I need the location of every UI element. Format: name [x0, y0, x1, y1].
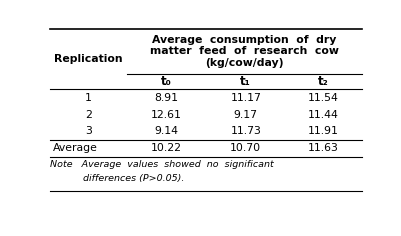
- Text: 3: 3: [85, 126, 91, 136]
- Text: 9.14: 9.14: [154, 126, 178, 136]
- Text: 10.22: 10.22: [150, 143, 181, 153]
- Text: t₂: t₂: [318, 75, 328, 88]
- Text: t₁: t₁: [240, 75, 251, 88]
- Text: 11.73: 11.73: [230, 126, 261, 136]
- Text: 12.61: 12.61: [150, 110, 181, 120]
- Text: 11.44: 11.44: [308, 110, 338, 120]
- Text: 11.17: 11.17: [230, 93, 261, 103]
- Text: Average: Average: [53, 143, 98, 153]
- Text: t₀: t₀: [160, 75, 171, 88]
- Text: Note   Average  values  showed  no  significant: Note Average values showed no significan…: [50, 160, 273, 169]
- Text: 11.54: 11.54: [308, 93, 338, 103]
- Text: Average  consumption  of  dry
matter  feed  of  research  cow
(kg/cow/day): Average consumption of dry matter feed o…: [150, 35, 338, 68]
- Text: 9.17: 9.17: [233, 110, 257, 120]
- Text: 8.91: 8.91: [154, 93, 178, 103]
- Text: 11.91: 11.91: [308, 126, 338, 136]
- Text: 1: 1: [85, 93, 91, 103]
- Text: Replication: Replication: [54, 54, 122, 64]
- Text: 10.70: 10.70: [230, 143, 261, 153]
- Text: 2: 2: [85, 110, 91, 120]
- Text: differences (P>0.05).: differences (P>0.05).: [53, 174, 184, 183]
- Text: 11.63: 11.63: [308, 143, 338, 153]
